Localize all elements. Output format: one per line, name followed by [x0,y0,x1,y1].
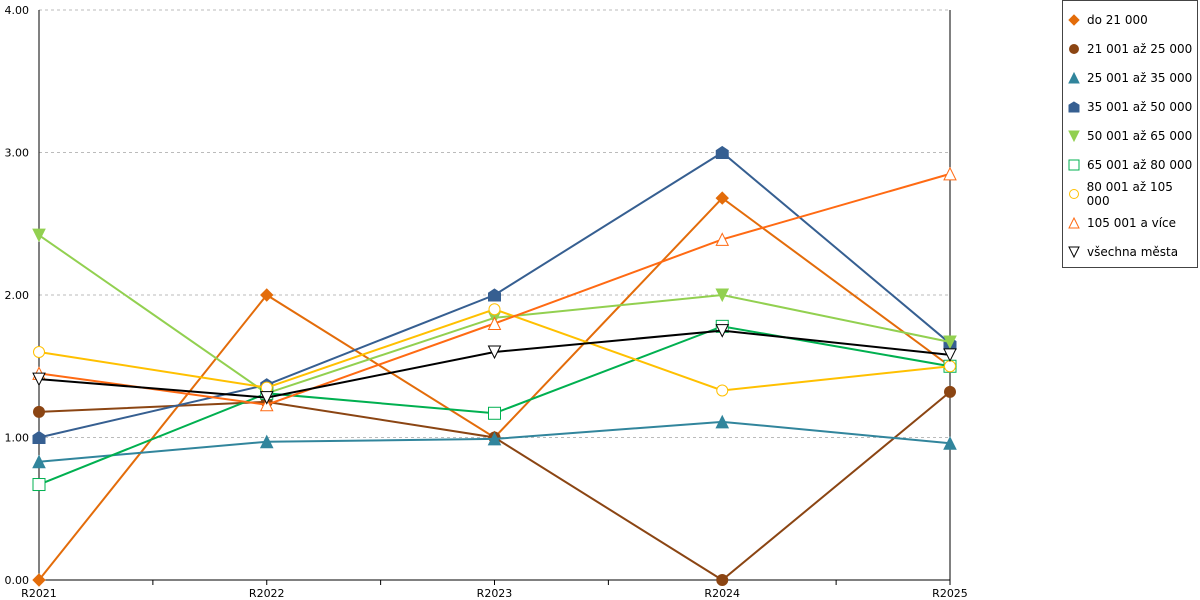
legend-item: 35 001 až 50 000 [1067,99,1192,115]
data-point-marker [943,335,957,350]
data-point-marker [487,316,502,330]
legend-item: 21 001 až 25 000 [1067,41,1192,57]
x-tick-label: R2025 [932,587,968,600]
legend-item: všechna města [1067,244,1178,260]
data-point-marker [1068,14,1080,26]
data-point-marker [944,385,956,398]
legend-label: všechna města [1087,245,1179,259]
data-point-marker [32,372,46,387]
data-point-marker [260,288,274,302]
data-point-marker [715,232,730,246]
data-point-marker [33,405,45,418]
data-point-marker [488,288,501,302]
legend-item: 50 001 až 65 000 [1067,128,1192,144]
legend-marker-icon [1068,246,1080,259]
y-tick-label: 2.00 [5,289,30,302]
data-point-marker [943,436,957,450]
legend-label: do 21 000 [1087,13,1148,27]
data-point-marker [259,397,274,412]
line-chart: 0.00 1.00 2.00 3.00 4.00 R2021 R2022 R2023 R2024… [5,4,968,600]
x-tick-label: R2023 [477,587,513,600]
legend-marker-icon [1069,44,1079,54]
data-point-marker [32,454,46,469]
data-point-marker [32,478,46,492]
series-line [38,196,951,581]
data-point-marker [1068,159,1080,171]
y-tick-label: 0.00 [5,574,30,587]
legend-item: 105 001 a více [1067,215,1176,231]
data-point-marker [1068,216,1080,229]
legend: do 21 000 21 001 až 25 000 25 001 až 35 00… [1062,0,1198,268]
series-8 [32,324,957,405]
data-point-marker [1068,71,1080,84]
data-point-marker [943,166,957,181]
data-point-marker [716,384,729,397]
data-point-marker [715,145,729,159]
legend-marker-icon [1069,189,1079,199]
series-line [38,329,951,399]
legend-label: 80 001 až 105 000 [1086,180,1173,208]
data-point-marker [33,346,45,358]
data-point-marker [715,414,730,429]
data-point-marker [259,391,274,405]
y-tick-label: 3.00 [5,147,30,160]
x-tick-label: R2022 [249,587,285,600]
data-point-marker [1068,130,1080,143]
data-point-marker [32,228,46,243]
data-point-marker [32,430,46,444]
legend-label: 25 001 až 35 000 [1087,71,1193,85]
legend-label: 50 001 až 65 000 [1087,129,1193,143]
legend-item: do 21 000 [1067,12,1148,28]
data-point-marker [715,288,730,303]
y-tick-label: 1.00 [5,432,30,445]
x-tick-label: R2024 [704,587,740,600]
data-point-marker [488,406,501,420]
series-6 [33,303,956,397]
data-point-marker [1069,44,1079,54]
legend-marker-icon [1068,159,1080,171]
legend-marker-icon [1068,71,1080,84]
data-point-marker [488,303,501,316]
data-point-marker [487,345,502,360]
data-point-marker [716,574,729,586]
data-point-marker [1068,246,1080,259]
data-point-marker [715,191,729,205]
y-tick-label: 4.00 [5,4,30,17]
data-point-marker [1068,101,1080,113]
legend-label: 35 001 až 50 000 [1087,100,1193,114]
data-point-marker [943,348,957,362]
data-point-marker [944,360,956,373]
legend-item: 65 001 až 80 000 [1067,157,1192,173]
legend-label: 105 001 a více [1087,216,1177,230]
legend-marker-icon [1068,14,1080,26]
legend-marker-icon [1068,130,1080,143]
legend-marker-icon [1068,101,1080,113]
legend-label: 65 001 až 80 000 [1087,158,1193,172]
legend-item: 80 001 až 105 000 [1067,180,1197,208]
x-tick-label: R2021 [21,587,57,600]
data-point-marker [1069,189,1079,199]
series-line [38,391,951,582]
legend-item: 25 001 až 35 000 [1067,70,1192,86]
series-2 [32,414,957,469]
legend-label: 21 001 až 25 000 [1087,42,1193,56]
legend-marker-icon [1068,216,1080,229]
data-point-marker [715,324,730,338]
data-point-marker [487,431,502,446]
data-point-marker [32,573,46,587]
data-point-marker [259,434,274,449]
